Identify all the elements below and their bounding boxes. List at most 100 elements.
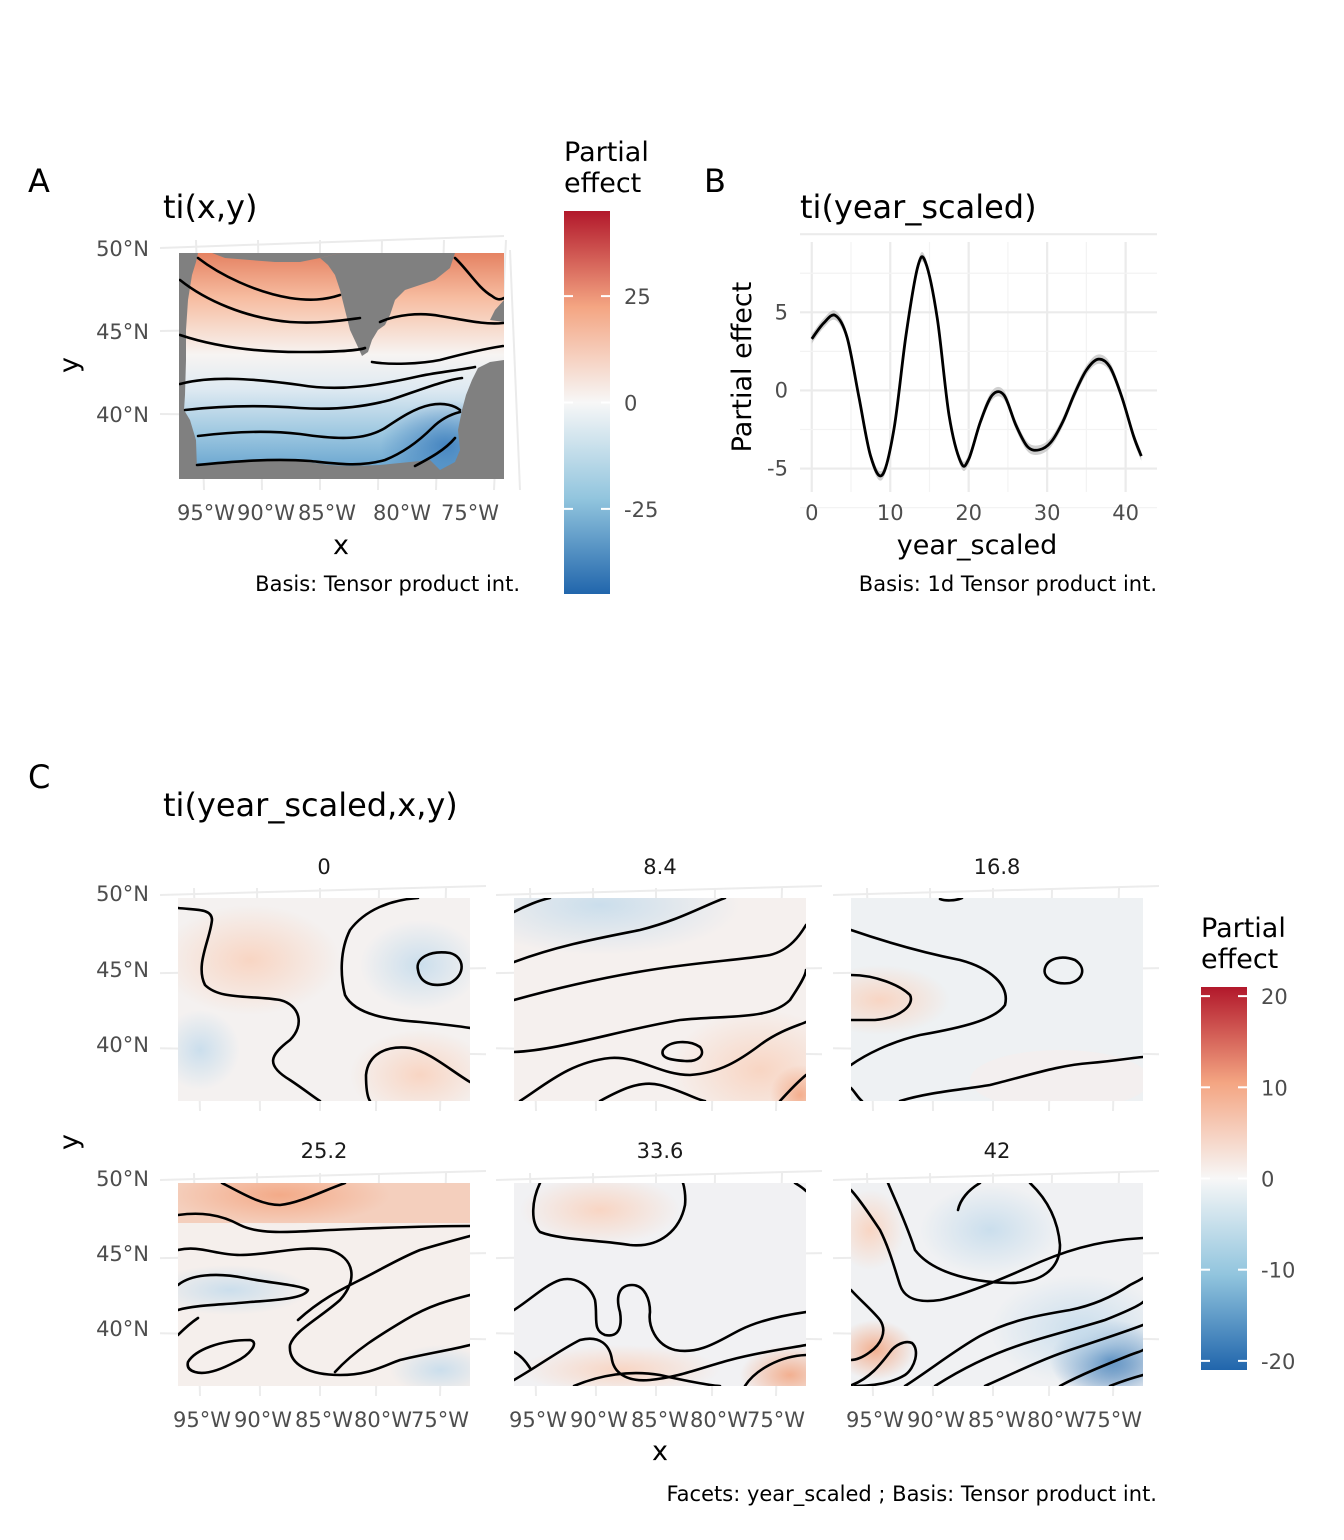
panel-a-legend: Partial effect 25 0 -25 xyxy=(564,137,658,594)
x-tick-label: 80°W xyxy=(690,1408,748,1432)
legend-tick-label: -25 xyxy=(624,498,658,522)
y-tick-label: 45°N xyxy=(96,320,149,344)
y-tick-label: 0 xyxy=(775,378,788,402)
x-tick-label: 90°W xyxy=(237,501,295,525)
panel-letter-b: B xyxy=(704,162,726,200)
panel-a-y-axis-label: y xyxy=(54,357,85,373)
y-tick-label: -5 xyxy=(767,457,788,481)
panel-a-land-mask xyxy=(179,253,198,410)
x-tick-label: 85°W xyxy=(968,1408,1026,1432)
panel-c-title: ti(year_scaled,x,y) xyxy=(163,786,458,824)
y-tick-label: 50°N xyxy=(96,237,149,261)
x-tick-label: 95°W xyxy=(173,1408,231,1432)
x-tick-label: 90°W xyxy=(907,1408,965,1432)
x-tick-label: 10 xyxy=(877,501,904,525)
legend-title-line: effect xyxy=(1201,944,1278,975)
graticule-line xyxy=(832,885,1160,896)
facet-1-heatmap xyxy=(514,898,806,1101)
legend-ticks: 25 0 -25 xyxy=(564,285,658,522)
x-tick-label: 85°W xyxy=(298,501,356,525)
x-tick-label: 95°W xyxy=(846,1408,904,1432)
legend-tick-label: -10 xyxy=(1261,1259,1295,1283)
x-tick-label: 75°W xyxy=(411,1408,469,1432)
x-tick-label: 85°W xyxy=(295,1408,353,1432)
panel-c-caption: Facets: year_scaled ; Basis: Tensor prod… xyxy=(667,1482,1157,1507)
facet-5-heatmap xyxy=(851,1183,1143,1386)
y-tick-label: 40°N xyxy=(96,403,149,427)
legend-title-line: Partial xyxy=(564,137,649,168)
x-tick-label: 95°W xyxy=(177,501,235,525)
x-tick-label: 90°W xyxy=(234,1408,292,1432)
x-tick-label: 0 xyxy=(805,501,818,525)
x-tick-label: 80°W xyxy=(1027,1408,1085,1432)
facet-label: 25.2 xyxy=(301,1139,348,1163)
facet-label: 42 xyxy=(984,1139,1011,1163)
x-tick-label: 20 xyxy=(955,501,982,525)
legend-ticks: 20 10 0 -10 -20 xyxy=(1201,985,1295,1374)
legend-title-line: effect xyxy=(564,168,641,199)
y-tick-label: 50°N xyxy=(96,882,149,906)
facet-label: 16.8 xyxy=(974,855,1021,879)
y-tick-label: 5 xyxy=(775,300,788,324)
facet-label: 0 xyxy=(317,855,330,879)
panel-b-title: ti(year_scaled) xyxy=(800,188,1037,226)
panel-c-x-axis-label: x xyxy=(652,1436,668,1467)
panel-a: A ti(x,y) xyxy=(28,137,658,596)
legend-tick-label: 0 xyxy=(1261,1168,1274,1192)
x-tick-label: 40 xyxy=(1112,501,1139,525)
graticule-line xyxy=(159,1170,487,1181)
panel-a-y-ticks: 50°N 45°N 40°N xyxy=(96,237,149,427)
panel-b-y-axis-label: Partial effect xyxy=(727,282,758,453)
graticule-line xyxy=(832,1170,1160,1181)
x-tick-label: 80°W xyxy=(373,501,431,525)
panel-c-legend: Partial effect 20 10 0 -10 -20 xyxy=(1201,913,1295,1374)
legend-tick-label: 10 xyxy=(1261,1076,1288,1100)
panel-a-contours xyxy=(179,256,504,468)
facet-3-heatmap xyxy=(178,1183,470,1386)
y-tick-label: 50°N xyxy=(96,1167,149,1191)
panel-a-heatmap xyxy=(179,253,504,479)
legend-title-line: Partial xyxy=(1201,913,1286,944)
graticule-line xyxy=(495,885,823,896)
panel-letter-a: A xyxy=(28,162,50,200)
series-line xyxy=(810,255,1143,478)
y-tick-label: 45°N xyxy=(96,958,149,982)
panel-a-title: ti(x,y) xyxy=(163,188,257,226)
x-tick-label: 75°W xyxy=(747,1408,805,1432)
facet-label: 33.6 xyxy=(637,1139,684,1163)
facet-2-heatmap xyxy=(851,898,1143,1101)
legend-tick-label: -20 xyxy=(1261,1350,1295,1374)
panel-c-y-axis-label: y xyxy=(54,1134,85,1150)
panel-c-x-ticks: 95°W 90°W 85°W 80°W 75°W 95°W 90°W 85°W 80°W 75°W… xyxy=(173,1408,1142,1432)
legend-tick-label: 25 xyxy=(624,285,651,309)
x-tick-label: 75°W xyxy=(1084,1408,1142,1432)
panel-a-x-axis-label: x xyxy=(333,530,349,561)
facet-4-heatmap xyxy=(514,1183,806,1386)
graticule-line xyxy=(159,885,487,896)
y-tick-label: 45°N xyxy=(96,1242,149,1266)
panel-c-y-ticks: 50°N 45°N 40°N 50°N 45°N 40°N xyxy=(96,882,149,1341)
panel-a-caption: Basis: Tensor product int. xyxy=(255,572,520,596)
x-tick-label: 85°W xyxy=(631,1408,689,1432)
facet-0-heatmap xyxy=(178,898,470,1101)
graticule-line xyxy=(495,1170,823,1181)
legend-tick-label: 0 xyxy=(624,392,637,416)
x-tick-label: 80°W xyxy=(354,1408,412,1432)
x-tick-label: 75°W xyxy=(441,501,499,525)
y-tick-label: 40°N xyxy=(96,1317,149,1341)
panel-a-x-ticks: 95°W 90°W 85°W 80°W 75°W xyxy=(177,501,499,525)
panel-b-x-axis-label: year_scaled xyxy=(897,530,1057,561)
x-tick-label: 30 xyxy=(1034,501,1061,525)
legend-tick-label: 20 xyxy=(1261,985,1288,1009)
panel-c: C ti(year_scaled,x,y) 0 8.4 16.8 25.2 33… xyxy=(28,758,1295,1507)
panel-b-caption: Basis: 1d Tensor product int. xyxy=(859,572,1157,596)
x-tick-label: 95°W xyxy=(509,1408,567,1432)
facet-label: 8.4 xyxy=(643,855,676,879)
confidence-ribbon xyxy=(811,252,1142,481)
x-tick-label: 90°W xyxy=(570,1408,628,1432)
y-tick-label: 40°N xyxy=(96,1033,149,1057)
panel-letter-c: C xyxy=(28,758,50,796)
